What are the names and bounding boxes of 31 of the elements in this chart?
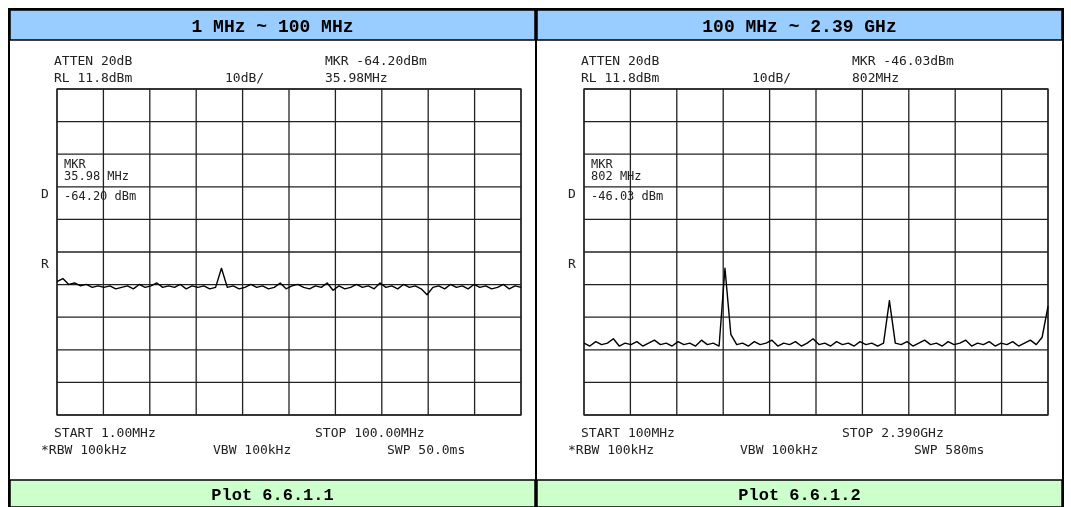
text: STOP 100.00MHz	[315, 425, 425, 440]
text: SWP 50.0ms	[387, 442, 466, 457]
text: VBW 100kHz	[213, 442, 292, 457]
text: ATTEN 20dB	[581, 53, 660, 68]
text: Plot 6.6.1.1	[211, 486, 334, 505]
text: R	[568, 256, 576, 271]
text: 35.98 MHz	[64, 169, 130, 183]
chart-title: 1 MHz ~ 100 MHz	[191, 17, 354, 37]
text: ATTEN 20dB	[54, 53, 133, 68]
text: *RBW 100kHz	[568, 442, 655, 457]
text: Plot 6.6.1.2	[738, 486, 861, 505]
text: MKR	[591, 157, 614, 171]
text: VBW 100kHz	[740, 442, 819, 457]
text: MKR -46.03dBm	[852, 53, 954, 68]
text: START 100MHz	[581, 425, 675, 440]
text: SWP 580ms	[914, 442, 985, 457]
text: 35.98MHz	[325, 70, 388, 85]
text: STOP 2.390GHz	[842, 425, 944, 440]
text: MKR -64.20dBm	[325, 53, 427, 68]
text: START 1.00MHz	[54, 425, 156, 440]
chart-title: 100 MHz ~ 2.39 GHz	[702, 17, 897, 37]
text: RL 11.8dBm	[54, 70, 133, 85]
text: 10dB/	[225, 70, 265, 85]
text: 10dB/	[752, 70, 792, 85]
text: R	[41, 256, 49, 271]
text: RL 11.8dBm	[581, 70, 660, 85]
text: 802MHz	[852, 70, 899, 85]
text: *RBW 100kHz	[41, 442, 128, 457]
text: D	[568, 186, 576, 201]
text: MKR	[64, 157, 87, 171]
text: D	[41, 186, 49, 201]
